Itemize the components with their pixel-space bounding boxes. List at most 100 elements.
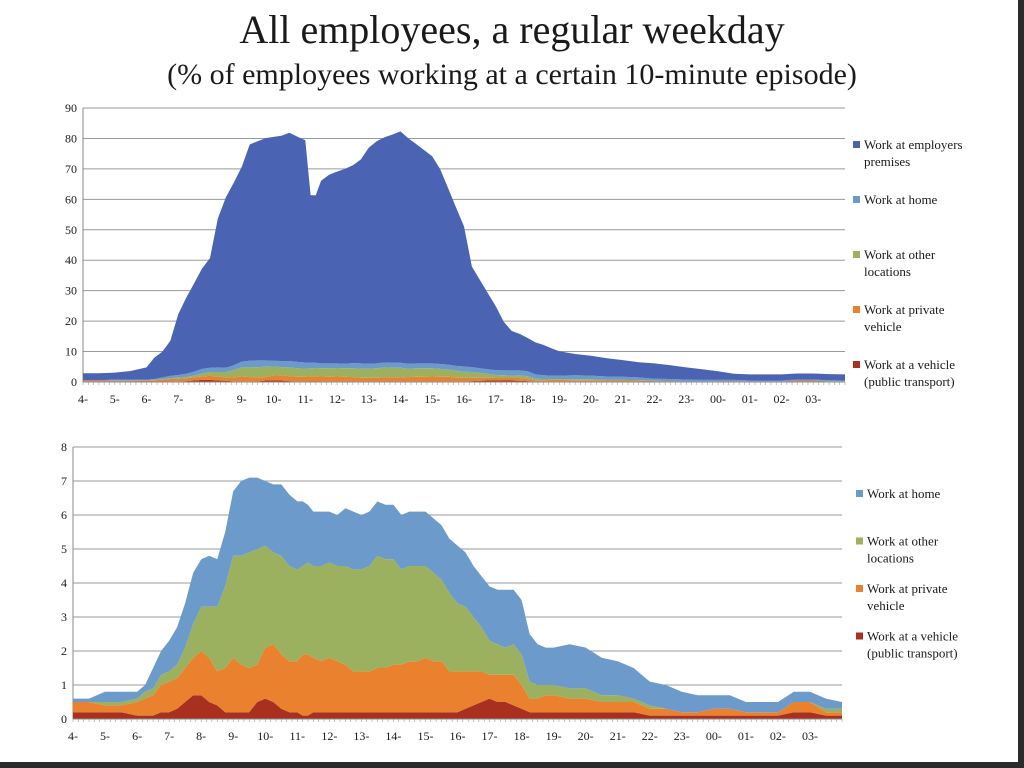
legend-label: locations	[867, 551, 914, 566]
y-tick-label: 3	[61, 610, 67, 624]
x-tick-label: 22-	[647, 392, 663, 406]
page-subtitle: (% of employees working at a certain 10-…	[167, 58, 857, 91]
area-series-work-at-a-vehicle-public-transport	[83, 379, 845, 382]
legend-label: Work at a vehicle	[864, 357, 955, 372]
x-tick-label: 14-	[393, 392, 409, 406]
x-tick-label: 9-	[237, 392, 247, 406]
legend-label: vehicle	[864, 319, 902, 334]
legend-label: Work at home	[864, 192, 938, 207]
y-tick-label: 7	[61, 474, 67, 488]
legend-label: Work at home	[867, 486, 941, 501]
x-tick-label: 5-	[110, 392, 120, 406]
area-series-work-at-home	[73, 477, 842, 713]
x-tick-label: 9-	[228, 729, 238, 743]
y-tick-label: 0	[61, 712, 67, 726]
area-series-work-at-employers-premises	[83, 131, 845, 381]
x-tick-label: 20-	[583, 392, 599, 406]
x-tick-label: 19-	[551, 392, 567, 406]
legend-swatch	[856, 537, 863, 545]
x-tick-label: 22-	[642, 729, 658, 743]
area-series-work-at-home	[83, 360, 845, 382]
legend-swatch	[856, 585, 863, 592]
y-tick-label: 60	[65, 192, 77, 206]
x-tick-label: 15-	[424, 392, 440, 406]
x-tick-label: 14-	[385, 729, 401, 743]
x-tick-label: 01-	[738, 729, 754, 743]
x-tick-label: 8-	[196, 729, 206, 743]
x-tick-label: 18-	[514, 729, 530, 743]
y-tick-label: 2	[61, 644, 67, 658]
x-tick-label: 23-	[674, 729, 690, 743]
legend-swatch	[853, 251, 860, 258]
page-title: All employees, a regular weekday	[239, 7, 785, 52]
legend-label: Work at a vehicle	[867, 629, 958, 644]
x-tick-label: 01-	[742, 392, 758, 406]
x-tick-label: 03-	[802, 729, 818, 743]
x-tick-label: 10-	[266, 392, 282, 406]
area-series-work-at-private-vehicle	[83, 375, 845, 382]
y-tick-label: 50	[65, 223, 77, 237]
x-tick-label: 00-	[706, 729, 722, 743]
chart-all-locations: 0 10 20 30 40 50 60 70 80 90 4- 5- 6- 7- 8- 9- 10- 11- 12-…	[65, 101, 963, 406]
x-tick-label: 17-	[488, 392, 504, 406]
x-tick-label: 5-	[100, 729, 110, 743]
x-tick-label: 23-	[678, 392, 694, 406]
x-tick-label: 12-	[329, 392, 345, 406]
x-tick-label: 02-	[770, 729, 786, 743]
x-tick-label: 13-	[361, 392, 377, 406]
y-tick-label: 90	[65, 101, 77, 115]
x-tick-label: 15-	[417, 729, 433, 743]
area-series-work-at-other-locations	[83, 366, 845, 382]
y-tick-label: 20	[65, 314, 77, 328]
x-tick-label: 11-	[297, 392, 313, 406]
x-tick-label: 17-	[482, 729, 498, 743]
y-tick-label: 30	[65, 284, 77, 298]
x-tick-label: 8-	[205, 392, 215, 406]
x-tick-label: 4-	[78, 392, 88, 406]
legend-label: Work at other	[867, 534, 939, 549]
x-tick-label: 7-	[173, 392, 183, 406]
legend-label: locations	[864, 264, 911, 279]
y-tick-label: 40	[65, 253, 77, 267]
x-tick-label: 10-	[257, 729, 273, 743]
legend-label: premises	[864, 154, 910, 169]
x-tick-label: 6-	[132, 729, 142, 743]
y-tick-label: 4	[61, 576, 67, 590]
legend-label: Work at private	[864, 302, 945, 317]
y-tick-label: 1	[61, 678, 67, 692]
x-tick-label: 00-	[710, 392, 726, 406]
area-series-work-at-private-vehicle	[73, 644, 842, 716]
x-tick-label: 18-	[520, 392, 536, 406]
y-tick-label: 10	[65, 345, 77, 359]
legend-swatch	[853, 196, 860, 203]
x-tick-label: 4-	[68, 729, 78, 743]
x-tick-label: 21-	[615, 392, 631, 406]
x-tick-label: 7-	[164, 729, 174, 743]
x-tick-label: 19-	[546, 729, 562, 743]
legend-label: Work at other	[864, 247, 936, 262]
x-tick-label: 03-	[805, 392, 821, 406]
area-series-work-at-a-vehicle-public-transport	[73, 695, 842, 719]
x-tick-label: 11-	[290, 729, 306, 743]
legend-swatch	[853, 361, 860, 368]
y-tick-label: 80	[65, 131, 77, 145]
y-tick-label: 8	[61, 440, 67, 454]
y-tick-label: 5	[61, 542, 67, 556]
x-tick-label: 13-	[353, 729, 369, 743]
x-tick-label: 20-	[578, 729, 594, 743]
x-tick-label: 16-	[456, 392, 472, 406]
x-tick-label: 16-	[450, 729, 466, 743]
legend-swatch	[856, 632, 863, 640]
legend-label: Work at private	[867, 581, 948, 596]
y-tick-label: 70	[65, 162, 77, 176]
x-tick-label: 02-	[774, 392, 790, 406]
y-tick-label: 0	[71, 375, 77, 389]
x-tick-label: 12-	[321, 729, 337, 743]
legend-swatch	[856, 490, 863, 497]
x-tick-label: 6-	[142, 392, 152, 406]
legend-swatch	[853, 141, 860, 148]
legend-label: vehicle	[867, 598, 905, 613]
legend-label: (public transport)	[864, 374, 955, 389]
legend-label: (public transport)	[867, 646, 958, 661]
